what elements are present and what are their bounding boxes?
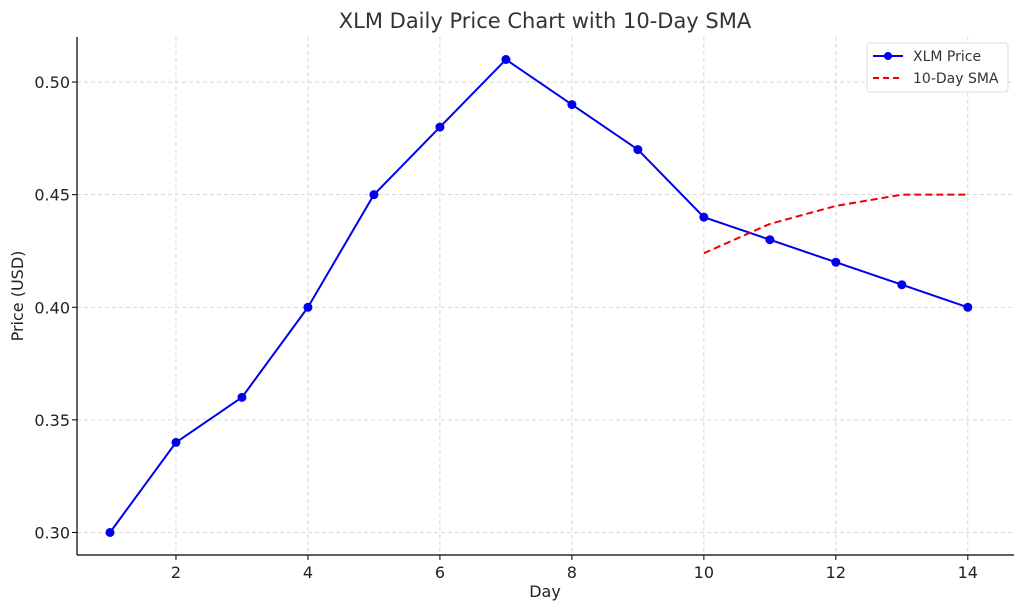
y-tick-label-1: 0.35 — [34, 411, 70, 430]
x-tick-label-14: 14 — [958, 563, 978, 582]
legend-label-xlm-price: XLM Price — [913, 49, 981, 65]
series-line-xlm-price — [109, 58, 969, 534]
data-point-xlm-price-day-11 — [765, 235, 775, 245]
data-point-xlm-price-day-8 — [567, 100, 577, 110]
data-point-xlm-price-day-12 — [831, 257, 841, 267]
data-point-xlm-price-day-1 — [105, 527, 115, 537]
data-point-xlm-price-day-10 — [699, 212, 709, 222]
data-point-xlm-price-day-9 — [633, 145, 643, 155]
x-tick-label-2: 2 — [171, 563, 181, 582]
data-point-xlm-price-day-13 — [897, 280, 907, 290]
y-ticks: 0.30 0.35 0.40 0.45 0.50 — [34, 73, 77, 542]
x-axis-label: Day — [529, 582, 561, 601]
legend-label-10-day-sma: 10-Day SMA — [913, 71, 999, 87]
chart-title: XLM Daily Price Chart with 10-Day SMA — [339, 9, 752, 33]
data-point-xlm-price-day-6 — [435, 122, 445, 132]
data-point-xlm-price-day-3 — [237, 392, 247, 402]
x-tick-label-10: 10 — [694, 563, 714, 582]
data-point-xlm-price-day-7 — [501, 55, 511, 65]
y-tick-label-3: 0.45 — [34, 186, 70, 205]
x-tick-label-6: 6 — [435, 563, 445, 582]
y-tick-label-2: 0.40 — [34, 298, 70, 317]
series-layer — [105, 55, 973, 537]
axes — [76, 37, 1014, 556]
legend-marker-xlm-price — [884, 52, 892, 60]
y-axis-label: Price (USD) — [8, 251, 27, 342]
x-tick-label-4: 4 — [303, 563, 313, 582]
x-tick-label-12: 12 — [826, 563, 846, 582]
data-point-xlm-price-day-14 — [963, 302, 973, 312]
y-tick-label-4: 0.50 — [34, 73, 70, 92]
data-point-xlm-price-day-5 — [369, 190, 379, 200]
data-point-xlm-price-day-2 — [171, 437, 181, 447]
data-point-xlm-price-day-4 — [303, 302, 313, 312]
y-tick-label-0: 0.30 — [34, 523, 70, 542]
legend: XLM Price 10-Day SMA — [866, 42, 1009, 93]
series-line-10-day-sma — [703, 193, 968, 255]
x-ticks: 2 4 6 8 10 12 14 — [171, 555, 978, 582]
x-tick-label-8: 8 — [567, 563, 577, 582]
grid — [77, 37, 1014, 555]
